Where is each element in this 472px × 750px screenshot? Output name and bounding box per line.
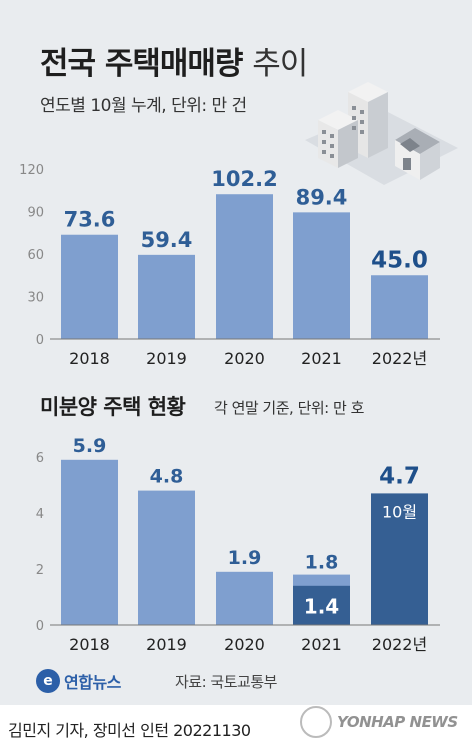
y-tick-label: 4 — [36, 507, 44, 522]
yonhap-logo: e 연합뉴스 — [36, 668, 121, 694]
x-tick-label: 2019 — [146, 635, 187, 654]
bar — [138, 254, 195, 339]
buildings-illustration — [305, 82, 458, 185]
bar-value-label: 1.8 — [305, 552, 339, 574]
tower-right-face — [368, 92, 388, 158]
bar-value-label: 89.4 — [296, 185, 348, 209]
page-subtitle: 연도별 10월 누계, 단위: 만 건 — [40, 96, 247, 116]
title-light: 추이 — [252, 46, 308, 82]
bar — [371, 493, 428, 625]
bar — [371, 275, 428, 339]
credit-bar — [0, 705, 472, 750]
block-right-face — [338, 120, 358, 168]
y-tick-label: 30 — [27, 291, 44, 306]
x-tick-label: 2021 — [301, 349, 342, 368]
credit-line: 김민지 기자, 장미선 인턴 20221130 — [8, 721, 251, 740]
x-tick-label: 2019 — [146, 349, 187, 368]
x-tick-label: 2020 — [224, 635, 265, 654]
y-tick-label: 60 — [27, 248, 44, 263]
bar — [61, 459, 118, 625]
watermark: YONHAP NEWS — [300, 704, 465, 740]
overlay-value-label: 1.4 — [304, 594, 339, 618]
y-tick-label: 0 — [36, 619, 44, 634]
house-roof — [395, 128, 440, 154]
bar-value-label: 5.9 — [73, 435, 107, 457]
section2-subtitle: 각 연말 기준, 단위: 만 호 — [214, 399, 364, 417]
x-tick-label: 2018 — [69, 349, 110, 368]
y-tick-label: 0 — [36, 333, 44, 348]
bar — [293, 212, 350, 339]
house-right-face — [420, 142, 440, 180]
bar-value-label: 102.2 — [211, 167, 277, 191]
bar — [216, 194, 273, 339]
highlight-note-label: 10월 — [382, 502, 417, 521]
x-tick-label: 2018 — [69, 635, 110, 654]
watermark-text: YONHAP NEWS — [337, 713, 458, 731]
bar-value-label: 4.8 — [150, 466, 184, 488]
title-bold: 전국 주택매매량 — [40, 46, 243, 82]
window-pattern — [322, 106, 364, 158]
bar-value-label: 59.4 — [141, 228, 193, 252]
x-tick-label: 2022년 — [372, 635, 427, 654]
x-tick-label: 2020 — [224, 349, 265, 368]
logo-mark-icon: e — [36, 669, 60, 693]
bar-value-label: 73.6 — [64, 208, 116, 232]
x-tick-label: 2022년 — [372, 349, 427, 368]
y-tick-label: 2 — [36, 563, 44, 578]
watermark-globe-icon — [300, 706, 332, 738]
y-tick-label: 90 — [27, 206, 44, 221]
bar-value-label: 1.9 — [228, 547, 262, 569]
page-title: 전국 주택매매량 추이 — [40, 38, 308, 83]
bar — [216, 571, 273, 625]
y-tick-label: 120 — [19, 163, 44, 178]
source-note: 자료: 국토교통부 — [175, 673, 277, 691]
bar-value-label: 45.0 — [371, 247, 428, 273]
x-tick-label: 2021 — [301, 635, 342, 654]
unsold-bar-chart: 0 2 4 6 5.9 2018 4.8 2019 1.9 2020 1.8 2021 4.7 2022년… — [36, 435, 440, 654]
bar — [61, 234, 118, 339]
house-roof-ridge — [400, 138, 420, 152]
logo-text: 연합뉴스 — [64, 673, 121, 692]
overlay-bar — [293, 585, 350, 625]
sales-bar-chart: 0 30 60 90 120 73.6 2018 59.4 2019 102.2 2020 89.4 2… — [19, 163, 440, 368]
house-door — [403, 158, 411, 170]
bar — [138, 490, 195, 625]
bar-value-label: 4.7 — [379, 463, 420, 489]
section2-title: 미분양 주택 현황 — [40, 395, 186, 419]
y-tick-label: 6 — [36, 451, 44, 466]
